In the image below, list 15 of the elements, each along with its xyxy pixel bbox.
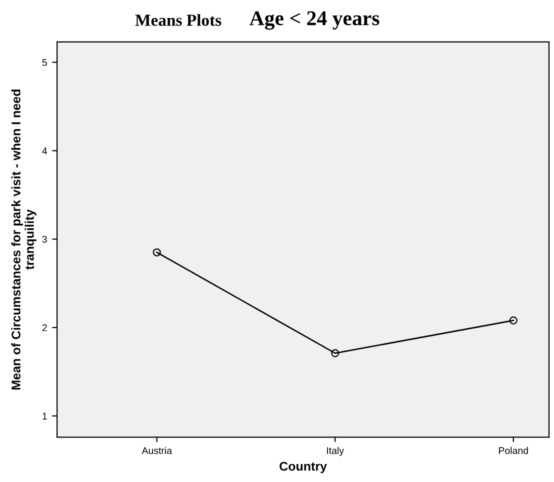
- x-tick-label: Austria: [142, 446, 172, 454]
- x-tick-label: Italy: [327, 446, 344, 456]
- x-tick-label: Poland: [499, 446, 528, 454]
- chart-title: Means Plots: [135, 14, 222, 26]
- x-axis-title: Country: [280, 462, 327, 474]
- y-tick-label: 4: [42, 148, 48, 154]
- y-tick-label: 1: [42, 412, 47, 420]
- point: [509, 316, 518, 324]
- y-tick-label: 2: [42, 324, 47, 332]
- y-tick-label: 3: [42, 236, 47, 243]
- point: [152, 248, 161, 256]
- chart-subtitle: Age < 24 years: [250, 11, 380, 30]
- y-axis-title: Mean of Circumstances for park visit - when I need tranquility: [11, 90, 36, 390]
- point: [331, 349, 340, 358]
- y-tick-label: 5: [42, 59, 47, 66]
